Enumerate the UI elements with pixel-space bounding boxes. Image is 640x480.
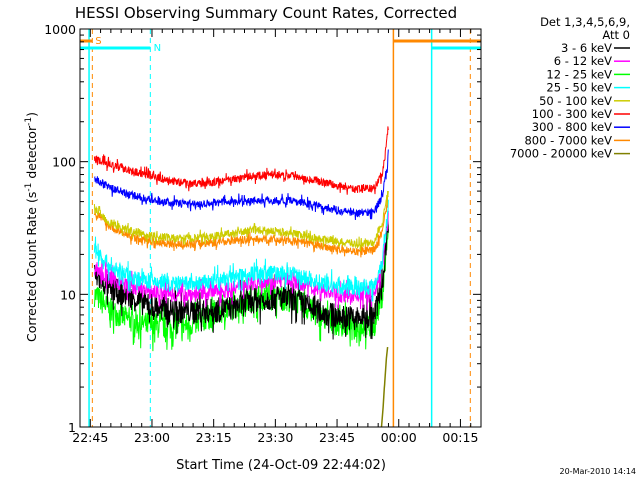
series-800-7000-kev bbox=[93, 194, 389, 258]
axes: 22:45 23:00 23:15 23:30 23:45 00:00 00:15 1 10 10… bbox=[44, 22, 482, 445]
legend-header-1: Det 1,3,4,5,6,9, bbox=[540, 15, 630, 29]
legend-label: 100 - 300 keV bbox=[532, 107, 612, 121]
series-25-50-kev bbox=[93, 199, 389, 302]
y-axis-label-sup1: -1 bbox=[24, 183, 34, 192]
series-100-300-kev bbox=[93, 126, 389, 195]
x-tick-label: 23:15 bbox=[196, 430, 232, 445]
y-tick-label: 100 bbox=[52, 155, 76, 170]
series-300-800-kev bbox=[94, 149, 389, 221]
x-tick-label: 00:15 bbox=[442, 430, 478, 445]
saa-label: S bbox=[95, 36, 101, 47]
plot-frame bbox=[79, 28, 482, 428]
legend-label: 800 - 7000 keV bbox=[524, 133, 612, 147]
x-axis-label: Start Time (24-Oct-09 22:44:02) bbox=[176, 458, 386, 473]
legend-label: 7000 - 20000 keV bbox=[510, 147, 612, 161]
y-axis-label-mid: detector bbox=[24, 125, 39, 183]
legend-header-2: Att 0 bbox=[602, 28, 630, 42]
x-tick-label: 00:00 bbox=[381, 430, 417, 445]
series-7000-20000-kev bbox=[380, 347, 389, 428]
legend-label: 25 - 50 keV bbox=[546, 81, 612, 95]
series-group bbox=[93, 126, 389, 428]
legend-label: 50 - 100 keV bbox=[539, 94, 612, 108]
night-label: N bbox=[154, 43, 161, 54]
chart-title: HESSI Observing Summary Count Rates, Cor… bbox=[75, 4, 457, 22]
footer-date: 20-Mar-2010 14:14 bbox=[560, 467, 637, 476]
series-3-6-kev bbox=[93, 214, 389, 340]
y-axis-label-sup2: -1 bbox=[24, 117, 34, 126]
y-tick-label: 1000 bbox=[44, 22, 76, 37]
y-tick-label: 1 bbox=[68, 420, 76, 435]
x-tick-label: 23:45 bbox=[319, 430, 355, 445]
legend-label: 12 - 25 keV bbox=[546, 67, 612, 81]
x-tick-label: 22:45 bbox=[72, 430, 108, 445]
legend-label: 300 - 800 keV bbox=[532, 120, 612, 134]
y-axis-label-main: Corrected Count Rate (s bbox=[24, 192, 39, 342]
y-tick-label: 10 bbox=[60, 287, 76, 302]
series-50-100-kev bbox=[93, 190, 389, 252]
legend-label: 3 - 6 keV bbox=[561, 41, 612, 55]
legend-label: 6 - 12 keV bbox=[554, 54, 612, 68]
x-tick-label: 23:30 bbox=[257, 430, 293, 445]
y-axis-label: Corrected Count Rate (s-1 detector-1) bbox=[24, 112, 39, 342]
x-tick-label: 23:00 bbox=[134, 430, 170, 445]
mode-overlays: SN bbox=[80, 29, 481, 427]
y-axis-label-end: ) bbox=[24, 112, 39, 117]
